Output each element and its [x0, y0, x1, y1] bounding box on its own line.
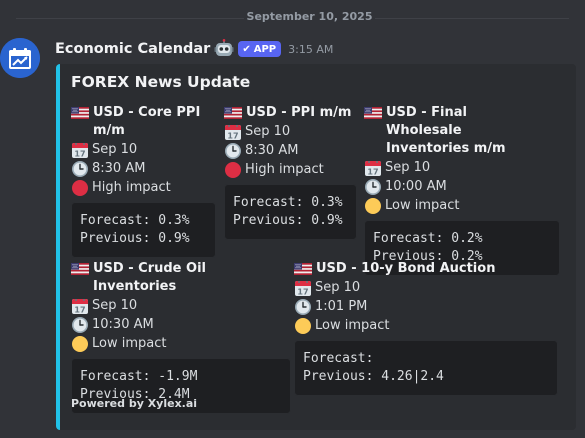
event-impact: High impact: [245, 162, 324, 177]
divider-line-left: [16, 18, 244, 19]
event-date: Sep 10: [92, 298, 138, 313]
calendar-icon: [224, 123, 242, 141]
previous-line: Previous: 0.2%: [373, 249, 483, 264]
robot-icon: [214, 39, 234, 56]
forecast-line: Forecast: 0.3%: [233, 195, 343, 210]
us-flag-icon: [71, 107, 89, 119]
red-circle-icon: [225, 161, 241, 178]
news-embed: FOREX News Update USD - Core PPI m/m Sep…: [56, 64, 576, 430]
clock-icon: [71, 160, 89, 178]
event-forecast-block: Forecast: -1.9M Previous: 2.4M: [71, 358, 291, 414]
event-impact: Low impact: [385, 198, 460, 213]
event-date: Sep 10: [385, 160, 431, 175]
forecast-line: Forecast:: [303, 351, 374, 366]
event-time: 10:00 AM: [385, 179, 447, 194]
checkmark-icon: ✔: [242, 43, 251, 55]
divider-date: September 10, 2025: [246, 10, 373, 23]
bot-avatar[interactable]: [0, 38, 40, 78]
event-forecast-block: Forecast: 0.3% Previous: 0.9%: [71, 202, 216, 258]
event-impact: High impact: [92, 180, 171, 195]
event-date: Sep 10: [315, 280, 361, 295]
message-header: Economic Calendar ✔ APP 3:15 AM: [55, 38, 333, 60]
event-name: USD - PPI m/m: [246, 105, 352, 120]
us-flag-icon: [294, 263, 312, 275]
embed-title: FOREX News Update: [71, 73, 251, 91]
app-badge-label: APP: [253, 43, 277, 55]
event-field: USD - 10-y Bond Auction Sep 10 1:01 PM L…: [294, 260, 564, 396]
divider-line-right: [375, 18, 569, 19]
event-impact: Low impact: [315, 318, 390, 333]
clock-icon: [364, 178, 382, 196]
event-time: 10:30 AM: [92, 317, 154, 332]
previous-line: Previous: 4.26|2.4: [303, 369, 444, 384]
event-impact: Low impact: [92, 336, 167, 351]
clock-icon: [294, 298, 312, 316]
yellow-circle-icon: [295, 317, 311, 334]
clock-icon: [71, 316, 89, 334]
event-date: Sep 10: [245, 124, 291, 139]
bot-username[interactable]: Economic Calendar: [55, 41, 211, 57]
event-time: 8:30 AM: [92, 161, 146, 176]
clock-icon: [224, 142, 242, 160]
event-name: USD - Core PPI m/m: [93, 105, 201, 138]
calendar-icon: [294, 279, 312, 297]
forecast-line: Forecast: 0.3%: [80, 213, 190, 228]
calendar-logo-icon: [0, 38, 40, 78]
event-forecast-block: Forecast: Previous: 4.26|2.4: [294, 340, 558, 396]
calendar-icon: [71, 141, 89, 159]
event-forecast-block: Forecast: 0.2% Previous: 0.2%: [364, 220, 560, 276]
yellow-circle-icon: [72, 335, 88, 352]
calendar-icon: [364, 159, 382, 177]
event-name: USD - Final Wholesale Inventories m/m: [386, 105, 506, 156]
app-badge: ✔ APP: [238, 41, 282, 57]
previous-line: Previous: 2.4M: [80, 387, 190, 402]
event-date: Sep 10: [92, 142, 138, 157]
event-forecast-block: Forecast: 0.3% Previous: 0.9%: [224, 184, 357, 240]
message-timestamp[interactable]: 3:15 AM: [288, 42, 334, 56]
forecast-line: Forecast: -1.9M: [80, 369, 198, 384]
event-name: USD - 10-y Bond Auction: [316, 261, 496, 276]
embed-footer: Powered by Xylex.ai: [71, 397, 198, 410]
previous-line: Previous: 0.9%: [233, 213, 343, 228]
event-name: USD - Crude Oil Inventories: [93, 261, 206, 294]
us-flag-icon: [71, 263, 89, 275]
previous-line: Previous: 0.9%: [80, 231, 190, 246]
event-time: 8:30 AM: [245, 143, 299, 158]
red-circle-icon: [72, 179, 88, 196]
event-field: USD - PPI m/m Sep 10 8:30 AM High impact…: [224, 104, 359, 240]
us-flag-icon: [224, 107, 242, 119]
calendar-icon: [71, 297, 89, 315]
us-flag-icon: [364, 107, 382, 119]
date-divider: September 10, 2025: [0, 10, 585, 26]
event-field: USD - Final Wholesale Inventories m/m Se…: [364, 104, 574, 276]
event-time: 1:01 PM: [315, 299, 368, 314]
forecast-line: Forecast: 0.2%: [373, 231, 483, 246]
yellow-circle-icon: [365, 197, 381, 214]
event-field: USD - Crude Oil Inventories Sep 10 10:30…: [71, 260, 293, 414]
event-field: USD - Core PPI m/m Sep 10 8:30 AM High i…: [71, 104, 221, 258]
